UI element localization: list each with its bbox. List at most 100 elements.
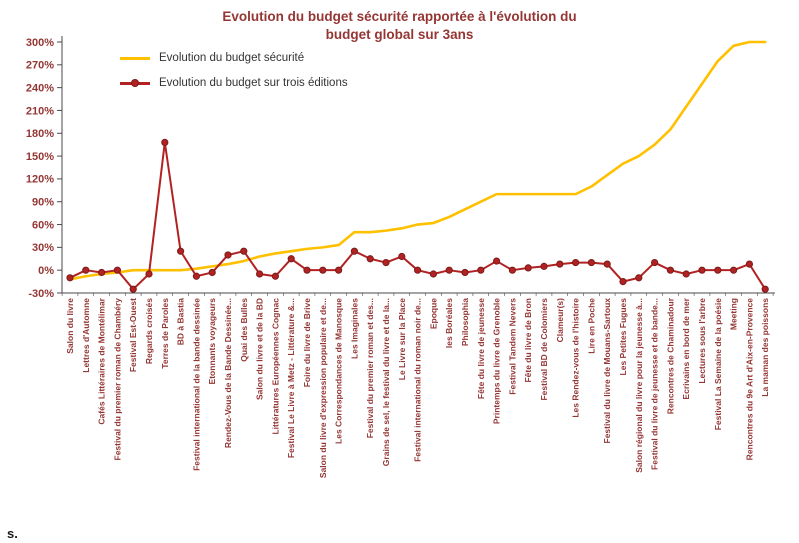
data-point-marker — [524, 264, 532, 272]
data-point-marker — [603, 260, 611, 268]
x-category-label: Les Rendez-vous de l'histoire — [571, 298, 581, 418]
x-category-label: Cafés Littéraires de Montélimar — [97, 297, 107, 424]
data-point-marker — [129, 285, 137, 293]
x-category-label: Festival La Semaine de la poésie — [713, 298, 723, 431]
x-category-label: Festival du premier roman et des... — [365, 298, 375, 438]
x-category-label: Festival international du roman noir de.… — [413, 298, 423, 462]
data-point-marker — [429, 270, 437, 278]
x-category-label: Festival international de la bande dessi… — [191, 298, 201, 471]
x-category-label: Les Correspondances de Manosque — [334, 298, 344, 444]
series-line-budget-securite — [68, 40, 767, 281]
x-category-label: Regards croisés — [144, 298, 154, 364]
x-category-label: Le Livre sur la Place — [397, 298, 407, 380]
data-point-marker — [177, 247, 185, 255]
data-point-marker — [666, 266, 675, 274]
data-point-marker — [287, 255, 295, 263]
data-point-marker — [745, 260, 754, 268]
data-point-marker — [414, 266, 422, 274]
data-point-marker — [366, 255, 374, 263]
x-category-label: Festival Tandem Nevers — [507, 298, 517, 395]
y-tick-label: 270% — [26, 60, 54, 72]
legend-marker-dot — [131, 79, 139, 87]
data-point-marker — [145, 270, 153, 278]
y-tick-label: 300% — [26, 37, 54, 49]
x-category-label: Festival Est-Ouest — [128, 298, 138, 372]
data-point-marker — [445, 266, 453, 274]
x-category-label: Salon du livre et de la BD — [255, 298, 265, 400]
x-category-label: Printemps du livre de Grenoble — [492, 298, 502, 424]
data-point-marker — [556, 260, 564, 268]
data-point-marker — [335, 266, 343, 274]
y-tick-label: 0% — [38, 265, 54, 277]
data-point-marker — [161, 138, 169, 146]
x-category-label: Philosophia — [460, 298, 470, 346]
data-point-marker — [224, 251, 232, 259]
x-category-label: Littératures Européennes Cognac — [270, 298, 280, 435]
y-tick-label: 30% — [32, 242, 54, 254]
x-category-label: Lettres d'Automne — [81, 298, 91, 373]
x-category-label: BD à Bastia — [176, 298, 186, 346]
data-point-marker — [382, 258, 390, 267]
y-tick-label: 240% — [26, 82, 54, 94]
x-category-label: Grains de sel, le festival du livre et d… — [381, 298, 391, 466]
x-category-label: Les Imaginales — [349, 298, 359, 359]
data-point-marker — [761, 285, 769, 293]
x-category-label: Epoque — [428, 298, 438, 329]
x-category-label: Fête du livre de jeunesse — [476, 298, 486, 399]
x-category-label: Quai des Bulles — [239, 298, 249, 362]
data-point-marker — [82, 266, 90, 274]
x-category-label: Etonnants voyageurs — [207, 298, 217, 385]
data-point-marker — [208, 268, 216, 277]
data-point-marker — [651, 258, 659, 267]
data-point-marker — [619, 277, 627, 286]
data-point-marker — [540, 262, 548, 270]
data-point-marker — [256, 270, 264, 278]
data-point-marker — [493, 257, 501, 265]
x-category-label: Meeting — [729, 298, 739, 330]
x-category-label: Salon régional du livre pour la jeunesse… — [634, 298, 644, 473]
y-tick-label: 60% — [32, 219, 54, 231]
data-point-marker — [587, 258, 596, 267]
legend-line-sample-trois-editions — [120, 79, 150, 87]
x-category-label: Festival Le Livre à Metz - Littérature &… — [286, 298, 296, 458]
legend-label-trois-editions: Evolution du budget sur trois éditions — [159, 77, 348, 89]
data-point-marker — [461, 268, 469, 277]
x-category-label: Salon du livre d'expression populaire et… — [318, 298, 328, 478]
x-category-label: La maman des poissons — [760, 298, 770, 397]
x-category-label: Les Petites Fugues — [618, 298, 628, 376]
x-category-label: Lire en Poche — [586, 298, 596, 354]
data-point-marker — [303, 266, 311, 274]
legend-item-trois-editions: Evolution du budget sur trois éditions — [120, 77, 348, 89]
x-category-label: Foire du livre de Brive — [302, 298, 312, 388]
x-category-label: Lectures sous l'arbre — [697, 298, 707, 384]
x-category-label: Festival BD de Colomiers — [539, 298, 549, 401]
data-point-marker — [240, 247, 248, 255]
data-point-marker — [350, 247, 358, 255]
data-point-marker — [698, 266, 706, 274]
x-category-label: les Boréales — [444, 298, 454, 348]
legend-item-budget-securite: Evolution du budget sécurité — [120, 52, 348, 64]
x-category-label: Salon du livre — [65, 298, 75, 354]
x-category-label: Festival du premier roman de Chambéry — [112, 298, 122, 461]
data-point-marker — [477, 266, 485, 274]
data-point-marker — [398, 252, 406, 261]
x-category-label: Rendez-Vous de la Bande Dessinée... — [223, 298, 233, 448]
y-tick-label: 150% — [26, 151, 54, 163]
data-point-marker — [682, 270, 690, 278]
y-tick-label: -30% — [28, 288, 54, 300]
data-point-marker — [635, 274, 643, 282]
y-tick-label: 210% — [26, 105, 54, 117]
chart-legend: Evolution du budget sécurité Evolution d… — [120, 52, 348, 89]
data-point-marker — [113, 266, 122, 274]
footer-caption-fragment: s. — [7, 526, 18, 541]
y-tick-label: 90% — [32, 197, 54, 209]
y-tick-label: 180% — [26, 128, 54, 140]
x-category-label: Fête du livre de Bron — [523, 298, 533, 383]
x-category-label: Festival du livre de Mouans-Sartoux — [602, 298, 612, 444]
data-point-marker — [271, 272, 279, 280]
data-point-marker — [319, 266, 327, 274]
data-point-marker — [508, 266, 517, 274]
data-point-marker — [192, 272, 200, 280]
data-point-marker — [730, 266, 738, 274]
